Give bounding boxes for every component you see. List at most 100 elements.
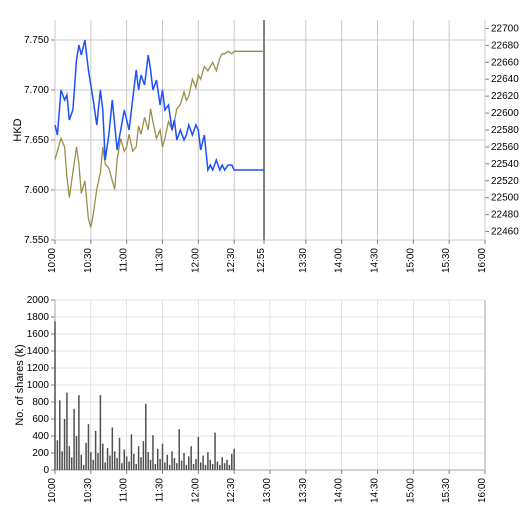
volume-bar xyxy=(231,454,233,470)
volume-bar xyxy=(116,458,118,470)
svg-text:22500: 22500 xyxy=(491,193,519,204)
svg-text:600: 600 xyxy=(32,414,49,425)
svg-text:10:30: 10:30 xyxy=(83,478,94,503)
volume-bar xyxy=(104,462,106,470)
volume-bar xyxy=(157,449,159,470)
svg-text:22540: 22540 xyxy=(491,159,519,170)
svg-text:22460: 22460 xyxy=(491,227,519,238)
price-line xyxy=(55,40,264,170)
volume-bar xyxy=(83,465,85,470)
svg-text:22480: 22480 xyxy=(491,210,519,221)
svg-text:14:00: 14:00 xyxy=(334,478,345,503)
volume-bar xyxy=(226,460,228,470)
svg-text:22560: 22560 xyxy=(491,142,519,153)
svg-text:15:30: 15:30 xyxy=(441,478,452,503)
svg-text:14:30: 14:30 xyxy=(370,478,381,503)
volume-bar xyxy=(90,452,92,470)
volume-bar xyxy=(114,451,116,470)
volume-bar xyxy=(54,321,56,470)
svg-text:13:30: 13:30 xyxy=(298,478,309,503)
volume-bar xyxy=(135,464,137,470)
svg-text:1000: 1000 xyxy=(27,380,50,391)
volume-bar xyxy=(61,451,63,470)
volume-bar xyxy=(64,419,66,470)
volume-bar xyxy=(73,409,75,470)
svg-text:15:30: 15:30 xyxy=(441,248,452,273)
volume-bar xyxy=(207,452,209,470)
volume-bar xyxy=(221,457,223,470)
volume-bar xyxy=(195,459,197,470)
volume-bar xyxy=(100,395,102,470)
volume-bar xyxy=(107,448,109,470)
volume-bar xyxy=(71,457,73,470)
svg-text:800: 800 xyxy=(32,397,49,408)
volume-bar xyxy=(133,454,135,470)
volume-bar xyxy=(188,456,190,470)
volume-bar xyxy=(159,459,161,470)
svg-text:1600: 1600 xyxy=(27,329,50,340)
volume-bar xyxy=(66,393,68,470)
volume-bar xyxy=(128,462,130,471)
volume-bar xyxy=(183,453,185,470)
volume-bar xyxy=(145,404,147,470)
volume-bar xyxy=(59,400,61,470)
volume-bar xyxy=(205,465,207,470)
svg-text:1800: 1800 xyxy=(27,312,50,323)
volume-bar xyxy=(164,462,166,470)
svg-text:400: 400 xyxy=(32,431,49,442)
volume-bar xyxy=(155,464,157,470)
volume-bar xyxy=(126,456,128,470)
svg-text:13:00: 13:00 xyxy=(262,478,273,503)
svg-text:11:30: 11:30 xyxy=(155,248,166,273)
volume-bar xyxy=(147,452,149,470)
volume-bar xyxy=(217,462,219,471)
svg-text:No. of shares (k): No. of shares (k) xyxy=(14,344,26,425)
volume-bar xyxy=(190,446,192,470)
svg-text:10:30: 10:30 xyxy=(83,248,94,273)
volume-bar xyxy=(152,435,154,470)
volume-bar xyxy=(81,455,83,470)
svg-text:15:00: 15:00 xyxy=(405,248,416,273)
svg-text:22580: 22580 xyxy=(491,125,519,136)
volume-bar xyxy=(85,443,87,470)
volume-bar xyxy=(229,465,231,470)
volume-bar xyxy=(219,465,221,470)
volume-bar xyxy=(200,462,202,470)
volume-bar xyxy=(109,456,111,470)
index-line xyxy=(55,51,264,227)
volume-bar xyxy=(76,436,78,470)
volume-bar xyxy=(171,451,173,470)
svg-text:200: 200 xyxy=(32,448,49,459)
svg-text:10:00: 10:00 xyxy=(47,478,58,503)
svg-text:2000: 2000 xyxy=(27,295,50,306)
svg-text:7.550: 7.550 xyxy=(24,235,49,246)
volume-bar xyxy=(121,463,123,470)
svg-text:12:30: 12:30 xyxy=(226,478,237,503)
volume-bar xyxy=(186,465,188,470)
volume-bar xyxy=(233,449,235,470)
svg-text:7.750: 7.750 xyxy=(24,35,49,46)
svg-text:15:00: 15:00 xyxy=(405,478,416,503)
volume-bar xyxy=(140,457,142,470)
svg-text:7.700: 7.700 xyxy=(24,85,49,96)
volume-bar xyxy=(124,450,126,470)
volume-bar xyxy=(119,438,121,470)
volume-bar xyxy=(212,464,214,470)
volume-bar xyxy=(178,429,180,470)
volume-bar xyxy=(131,434,133,470)
svg-text:22640: 22640 xyxy=(491,74,519,85)
svg-text:10:00: 10:00 xyxy=(47,248,58,273)
svg-text:14:30: 14:30 xyxy=(370,248,381,273)
volume-bar xyxy=(112,428,114,471)
volume-bar xyxy=(193,464,195,470)
svg-text:11:00: 11:00 xyxy=(119,248,130,273)
svg-text:22660: 22660 xyxy=(491,57,519,68)
volume-bar xyxy=(176,463,178,470)
svg-text:HKD: HKD xyxy=(12,118,24,141)
volume-bar xyxy=(69,446,71,470)
volume-bar xyxy=(167,455,169,470)
volume-bar xyxy=(174,458,176,470)
svg-text:12:00: 12:00 xyxy=(190,248,201,273)
volume-bar xyxy=(210,460,212,470)
svg-text:1400: 1400 xyxy=(27,346,50,357)
